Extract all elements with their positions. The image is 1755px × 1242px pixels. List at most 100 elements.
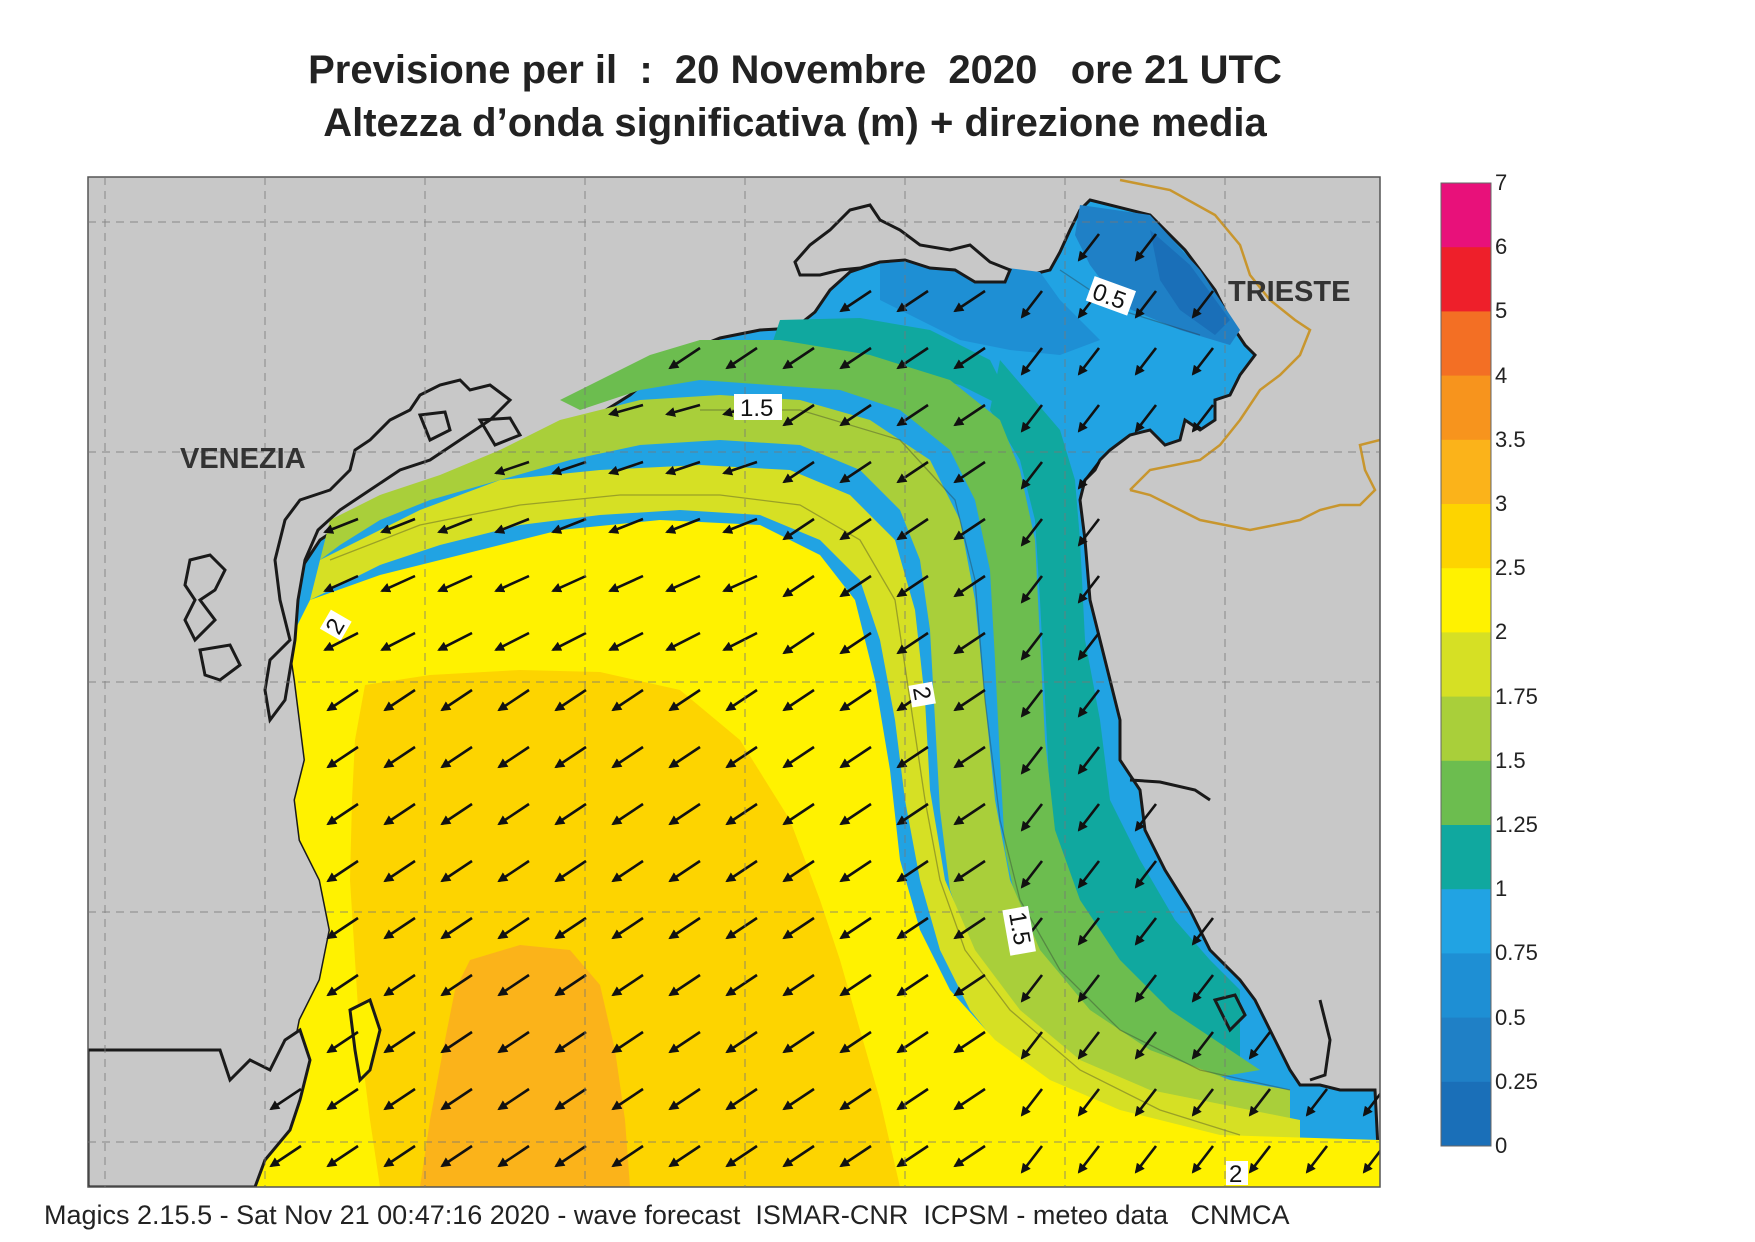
wave-direction-arrow (896, 745, 929, 769)
wave-direction-arrow (1077, 917, 1101, 946)
wave-direction-arrow (1191, 1088, 1215, 1117)
wave-direction-arrow (896, 574, 929, 598)
wave-direction-arrow (839, 1030, 872, 1054)
colorbar-swatch (1441, 696, 1491, 762)
wave-direction-arrow (326, 859, 359, 883)
colorbar-tick-label: 1.75 (1495, 683, 1538, 709)
wave-direction-arrow (953, 1087, 986, 1111)
wave-direction-arrow (725, 859, 758, 883)
wave-direction-arrow (839, 574, 872, 598)
colorbar-swatch (1441, 632, 1491, 698)
wave-direction-arrow (497, 745, 530, 769)
wave-direction-arrow (326, 802, 359, 826)
wave-direction-arrow (722, 574, 758, 593)
wave-direction-arrow (782, 517, 815, 541)
wave-direction-arrow (1020, 1031, 1044, 1060)
wave-direction-arrow (839, 745, 872, 769)
colorbar-swatch (1441, 504, 1491, 569)
wave-direction-arrow (326, 973, 359, 997)
wave-direction-arrow (1191, 347, 1215, 376)
coast-peninsula (1129, 778, 1211, 802)
wave-direction-arrow (782, 1030, 815, 1054)
wave-direction-arrow (668, 1087, 701, 1111)
coast-islet (348, 997, 382, 1084)
coast-islet (417, 410, 452, 443)
wave-direction-arrow (782, 688, 815, 712)
contour-label: 1.5 (734, 394, 782, 422)
wave-direction-arrow (380, 631, 416, 651)
wave-direction-arrow (668, 859, 701, 883)
wave-direction-arrow (608, 574, 644, 593)
wave-direction-arrow (1191, 1031, 1215, 1060)
colorbar-tick-label: 2 (1495, 619, 1508, 645)
wave-direction-arrow (380, 574, 416, 593)
wave-direction-arrow (725, 973, 758, 997)
wave-direction-arrow (722, 631, 758, 651)
wave-direction-arrow (665, 403, 701, 417)
wave-direction-arrow (1020, 803, 1044, 832)
wave-direction-arrow (839, 403, 872, 427)
wave-direction-arrow (782, 859, 815, 883)
wave-direction-arrow (383, 1144, 416, 1168)
wave-direction-arrow (383, 1030, 416, 1054)
colorbar-swatch (1441, 311, 1491, 377)
wave-direction-arrow (1077, 518, 1101, 547)
wave-direction-arrow (608, 460, 644, 476)
wave-direction-arrow (326, 688, 359, 712)
city-label-trieste: TRIESTE (1228, 276, 1350, 308)
colorbar-tick-label: 0 (1495, 1133, 1508, 1158)
wave-direction-arrow (1020, 974, 1044, 1003)
wave-direction-arrow (782, 346, 815, 370)
wave-direction-arrow (668, 1030, 701, 1054)
wave-direction-arrow (782, 916, 815, 940)
wave-direction-arrow (326, 1144, 359, 1168)
wave-direction-arrow (551, 460, 587, 476)
wave-direction-arrow (1077, 1031, 1101, 1060)
wave-direction-arrow (725, 745, 758, 769)
wave-direction-arrow (554, 1030, 587, 1054)
wave-direction-arrow (1077, 632, 1101, 661)
wave-direction-arrow (896, 289, 929, 313)
wave-direction-arrow (1020, 518, 1044, 547)
wave-direction-arrow (725, 346, 758, 370)
wave-direction-arrows (269, 233, 1380, 1174)
footer-credits: Magics 2.15.5 - Sat Nov 21 00:47:16 2020… (44, 1200, 1290, 1230)
wave-direction-arrow (497, 916, 530, 940)
wave-direction-arrow (611, 1087, 644, 1111)
colorbar-swatch (1441, 889, 1491, 954)
wave-direction-arrow (1248, 1088, 1272, 1117)
colorbar-swatch (1441, 1081, 1491, 1147)
wave-direction-arrow (782, 745, 815, 769)
wave-direction-arrow (782, 460, 815, 484)
wave-direction-arrow (440, 1087, 473, 1111)
wave-direction-arrow (440, 802, 473, 826)
wave-direction-arrow (494, 460, 530, 476)
colorbar-tick-label: 0.5 (1495, 1004, 1526, 1030)
wave-direction-arrow (1134, 1145, 1158, 1174)
wave-direction-arrow (323, 517, 359, 534)
wave-direction-arrow (665, 574, 701, 593)
wave-direction-arrow (1134, 347, 1158, 376)
wave-direction-arrow (269, 1087, 302, 1111)
wave-direction-arrow (1077, 233, 1101, 262)
colorbar (1440, 182, 1492, 1147)
wave-direction-arrow (725, 1144, 758, 1168)
wave-direction-arrow (494, 574, 530, 593)
wave-direction-arrow (953, 973, 986, 997)
graticule (88, 177, 1380, 1187)
wave-direction-arrow (383, 973, 416, 997)
wave-direction-arrow (383, 859, 416, 883)
wave-direction-arrow (725, 916, 758, 940)
colorbar-swatch (1441, 183, 1491, 248)
wave-direction-arrow (1134, 404, 1158, 433)
svg-text:2: 2 (1229, 1161, 1242, 1188)
wave-direction-arrow (1077, 461, 1101, 490)
wave-direction-arrow (668, 1144, 701, 1168)
wave-direction-arrow (437, 631, 473, 651)
wave-direction-arrow (611, 688, 644, 712)
wave-direction-arrow (839, 631, 872, 655)
wave-direction-arrow (1191, 917, 1215, 946)
wave-direction-arrow (839, 916, 872, 940)
colorbar-swatch (1441, 568, 1491, 633)
wave-direction-arrow (953, 802, 986, 826)
